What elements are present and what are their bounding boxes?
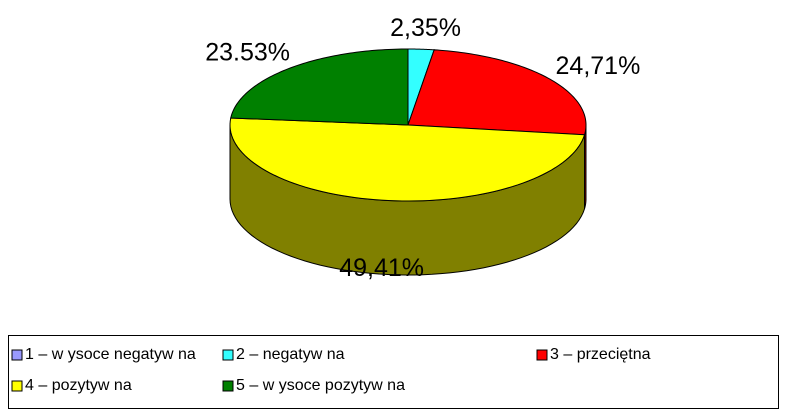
legend-label: 2 – negatyw na [236, 346, 345, 363]
data-label: 23.53% [205, 39, 290, 67]
data-label: 2,35% [390, 14, 461, 42]
legend-swatch [536, 349, 548, 361]
legend-label: 1 – w ysoce negatyw na [25, 346, 196, 363]
legend-swatch [222, 380, 234, 392]
legend-swatch [11, 380, 23, 392]
legend-label: 5 – w ysoce pozytyw na [236, 377, 405, 394]
legend-swatch [222, 349, 234, 361]
legend-label: 3 – przeciętna [550, 346, 651, 363]
legend-swatch [11, 349, 23, 361]
slice [229, 117, 586, 202]
slice [407, 49, 587, 136]
legend-label: 4 – pozytyw na [25, 377, 132, 394]
data-label: 24,71% [556, 52, 641, 80]
legend-box [8, 335, 779, 409]
data-label: 49,41% [339, 254, 424, 282]
slice [230, 48, 409, 126]
